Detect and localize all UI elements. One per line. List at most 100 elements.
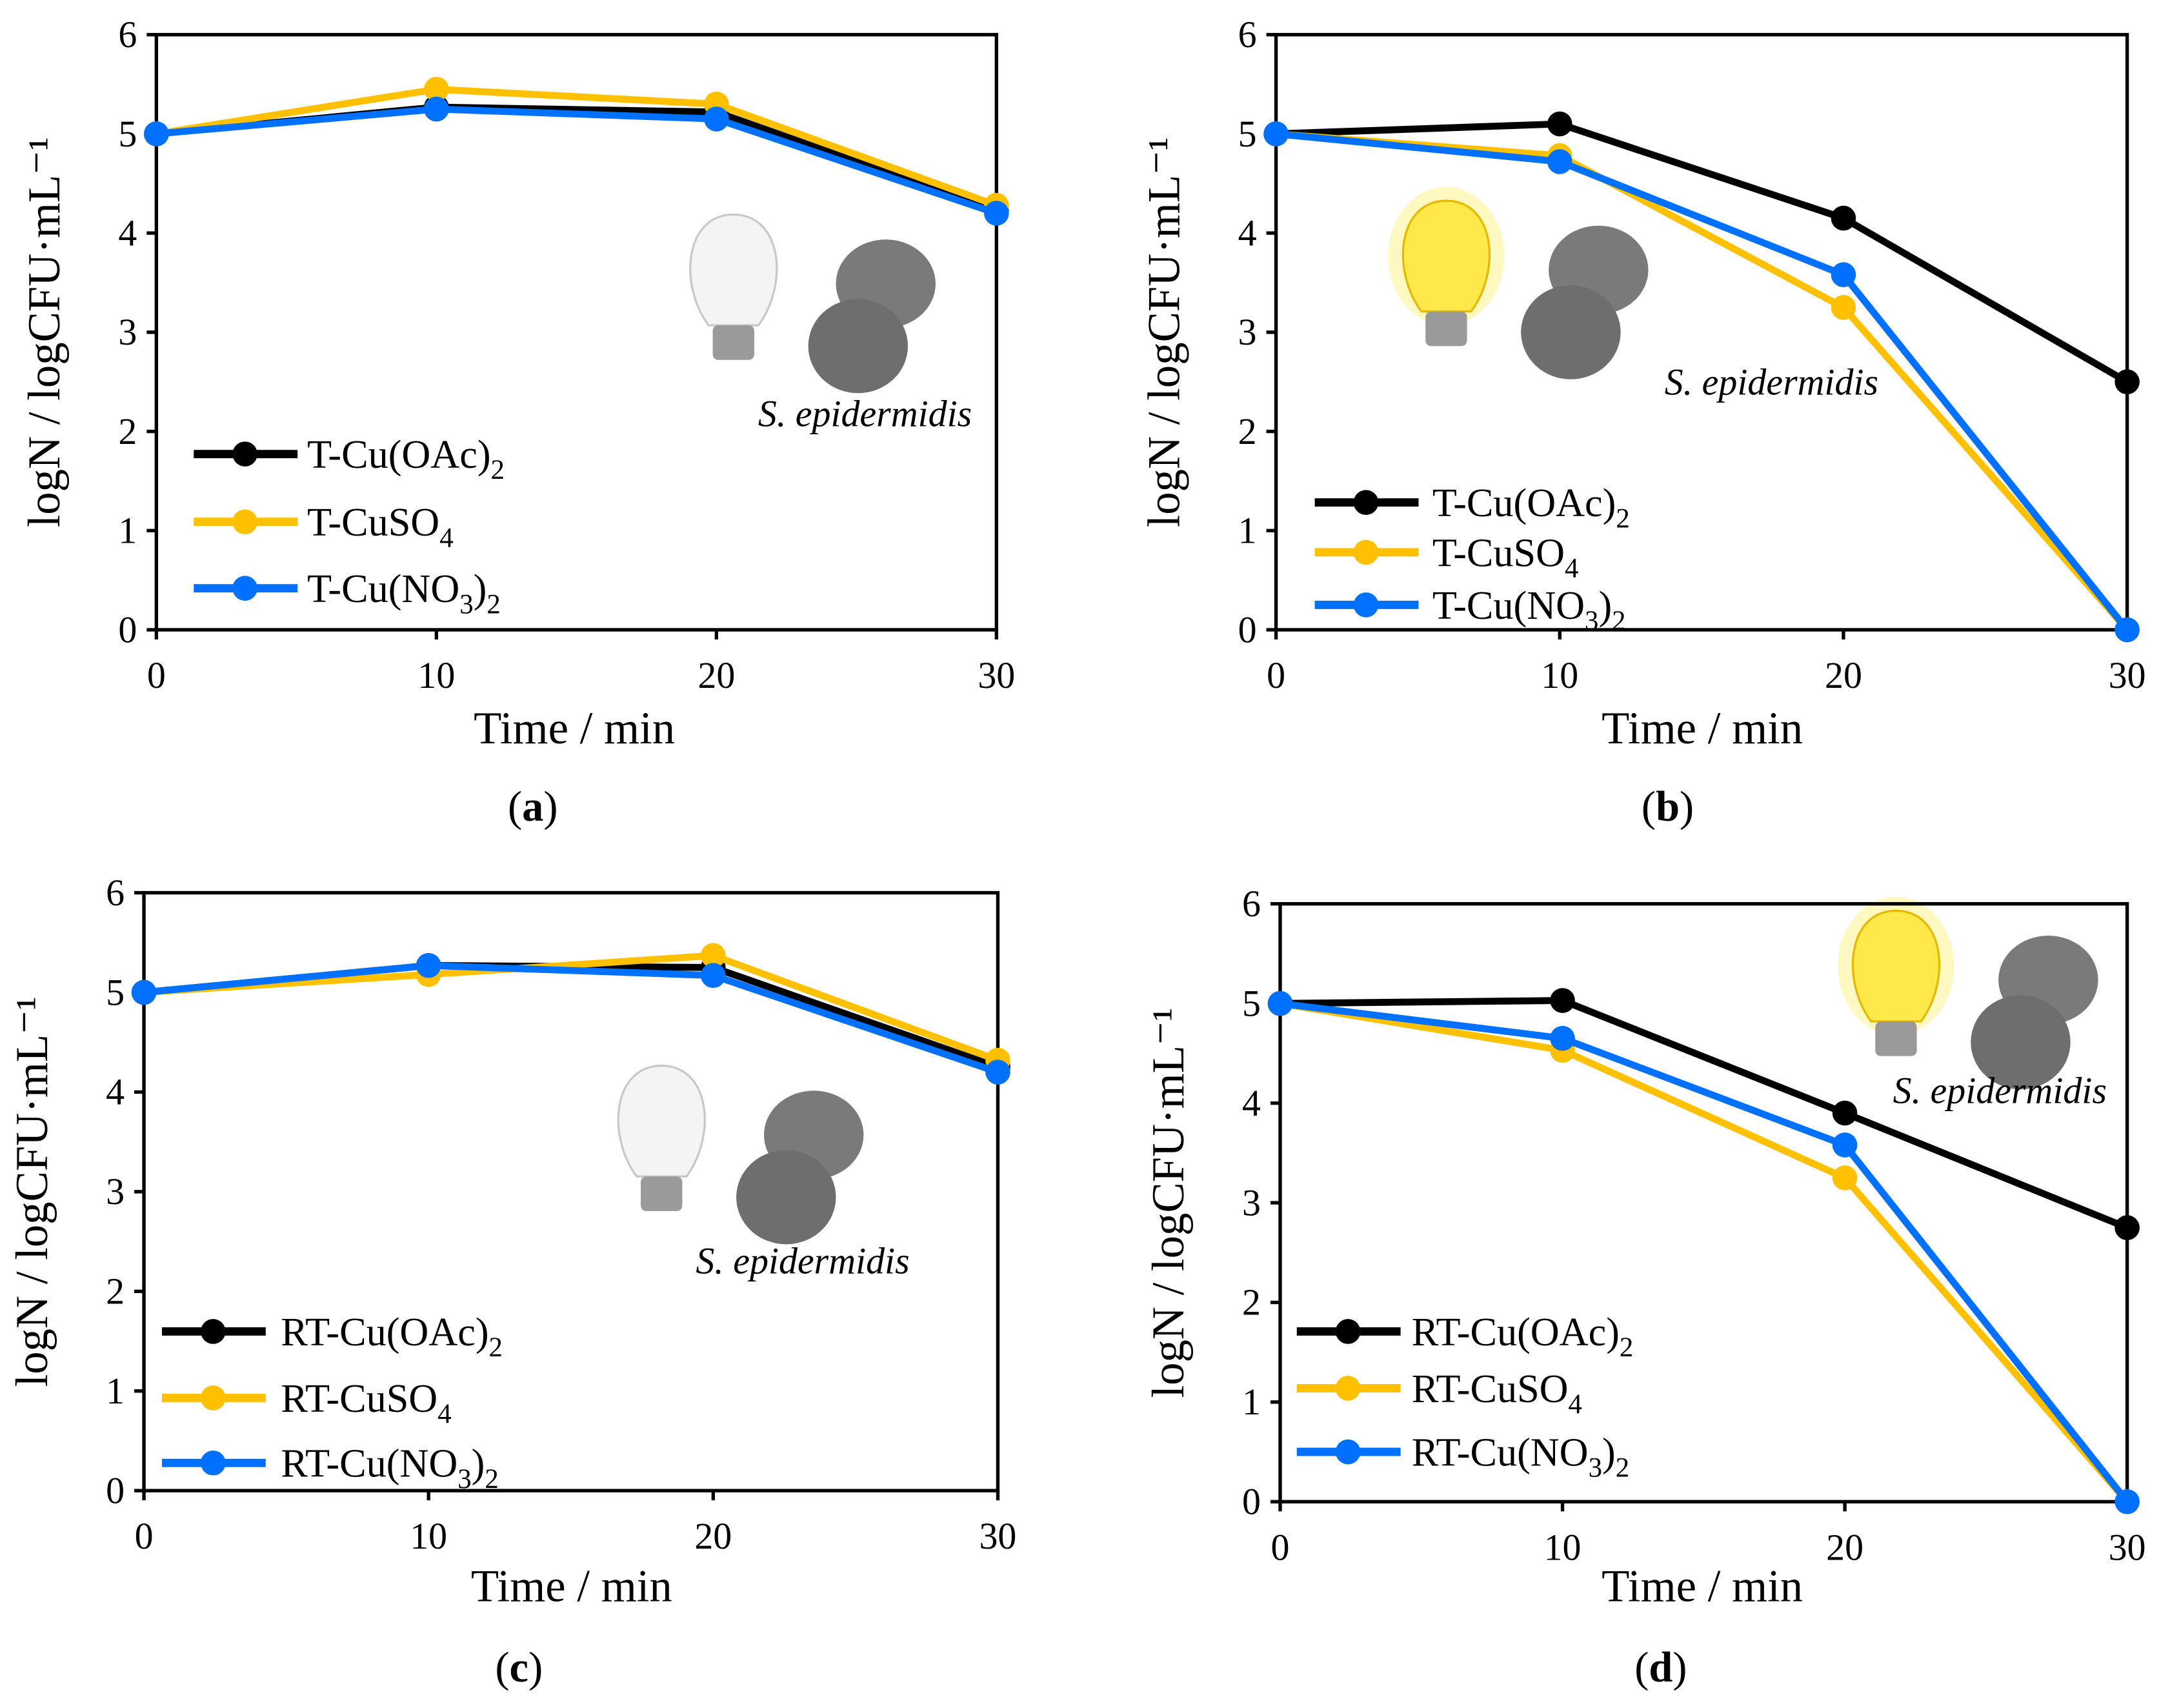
legend-subscript: 2 (489, 1332, 503, 1363)
panel-caption: (c) (495, 1644, 543, 1691)
bulb-base-icon (1425, 311, 1467, 347)
organism-annotation: S. epidermidis (1893, 1070, 2107, 1112)
data-point-RT-Cu(NO3)2 (701, 963, 726, 989)
legend-subscript: 2 (485, 1464, 498, 1494)
bacteria-cell-icon (1521, 285, 1621, 379)
legend-subscript: 2 (491, 455, 505, 485)
legend-subscript: 4 (1569, 1389, 1582, 1420)
bulb-base-icon (1875, 1021, 1917, 1056)
legend-item: RT-Cu(NO3)2 (1296, 1431, 1629, 1483)
legend-text: RT-Cu(NO (281, 1442, 457, 1486)
y-tick-label: 4 (118, 212, 137, 254)
y-tick-label: 1 (1242, 1381, 1261, 1423)
caption-paren: ) (1672, 1644, 1687, 1691)
y-tick-label: 6 (118, 14, 137, 55)
legend-subscript: 2 (487, 589, 500, 619)
data-point-T-Cu(NO3)2 (424, 96, 449, 122)
legend-subscript: 3 (457, 1464, 471, 1494)
legend-item: T-CuSO4 (1314, 531, 1579, 584)
legend-text: T-Cu(NO (1432, 584, 1585, 628)
data-point-T-Cu(OAc)2 (2114, 369, 2140, 395)
legend-subscript: 2 (1620, 1332, 1633, 1363)
data-point-T-Cu(OAc)2 (1831, 205, 1856, 231)
legend-text: T-CuSO (307, 501, 439, 545)
legend-label: RT-Cu(NO3)2 (1412, 1431, 1629, 1483)
light-bulb-icon (689, 213, 778, 327)
panel-caption: (a) (508, 783, 558, 830)
series-line-RT-CuSO4 (143, 952, 999, 1064)
legend-text: T-Cu(OAc) (1432, 481, 1616, 525)
legend-text: RT-Cu(NO (1412, 1431, 1589, 1475)
y-tick-label: 2 (1242, 1281, 1261, 1323)
data-point-RT-CuSO4 (1832, 1165, 1858, 1191)
y-tick-label: 3 (1238, 311, 1257, 353)
legend-marker (1335, 1319, 1361, 1344)
organism-annotation: S. epidermidis (696, 1240, 909, 1281)
series-line-T-Cu(NO3)2 (156, 105, 998, 217)
series-line-RT-Cu(NO3)2 (143, 961, 999, 1076)
caption-paren: ) (528, 1644, 543, 1691)
y-tick-label: 6 (1238, 14, 1257, 55)
legend-subscript: 2 (1616, 503, 1629, 534)
panel-letter: c (510, 1644, 529, 1691)
y-tick-label: 5 (118, 113, 137, 155)
x-tick-label: 10 (417, 654, 455, 696)
caption-paren: ( (1642, 783, 1656, 830)
x-tick-label: 10 (1541, 654, 1578, 696)
legend-marker (232, 576, 257, 601)
legend-text: ) (474, 567, 487, 611)
legend-item: RT-Cu(OAc)2 (1296, 1311, 1633, 1363)
data-point-RT-Cu(NO3)2 (1550, 1025, 1575, 1051)
legend-label: T-Cu(OAc)2 (1432, 481, 1630, 534)
legend-item: RT-Cu(NO3)2 (161, 1442, 499, 1494)
legend-subscript: 4 (437, 1399, 451, 1429)
organism-annotation: S. epidermidis (1665, 361, 1878, 403)
caption-paren: ) (1680, 783, 1694, 830)
legend-text: ) (472, 1442, 485, 1486)
x-tick-label: 30 (2109, 1526, 2146, 1568)
data-point-T-CuSO4 (1831, 295, 1856, 320)
caption-paren: ( (508, 783, 522, 830)
y-tick-label: 0 (106, 1469, 125, 1511)
x-tick-label: 30 (978, 654, 1015, 696)
panel-letter: a (522, 783, 543, 830)
y-tick-label: 2 (1238, 410, 1257, 452)
legend-item: T-CuSO4 (194, 501, 454, 553)
x-tick-label: 10 (410, 1515, 447, 1557)
illustration (617, 1065, 864, 1245)
x-tick-label: 20 (698, 654, 735, 696)
x-tick-label: 30 (2109, 654, 2146, 696)
bacteria-cell-icon (736, 1150, 836, 1245)
x-tick-label: 0 (1271, 1526, 1290, 1568)
legend-text: T-CuSO (1432, 531, 1565, 575)
legend-label: RT-CuSO4 (281, 1377, 451, 1429)
series-line-T-CuSO4 (156, 85, 998, 209)
legend-marker (1353, 592, 1379, 618)
legend-text: ) (1598, 584, 1612, 628)
y-tick-label: 3 (118, 311, 137, 353)
x-axis-label: Time / min (474, 703, 675, 754)
y-tick-label: 0 (1242, 1481, 1261, 1523)
legend-item: T-Cu(OAc)2 (1314, 481, 1630, 534)
x-tick-label: 30 (979, 1515, 1016, 1557)
data-point-RT-Cu(NO3)2 (1832, 1132, 1858, 1158)
legend-subscript: 3 (1589, 1453, 1602, 1483)
series-line-RT-Cu(NO3)2 (1280, 1000, 2130, 1504)
legend-label: T-CuSO4 (1432, 531, 1579, 583)
y-tick-label: 4 (1238, 212, 1257, 254)
legend-subscript: 3 (459, 589, 473, 619)
legend-item: RT-CuSO4 (1296, 1367, 1582, 1420)
y-tick-label: 6 (1242, 883, 1261, 925)
data-point-T-Cu(NO3)2 (2114, 617, 2140, 643)
x-axis-label: Time / min (471, 1562, 672, 1612)
x-tick-label: 20 (694, 1515, 732, 1557)
data-point-T-Cu(NO3)2 (1547, 149, 1572, 174)
x-tick-label: 20 (1826, 1526, 1863, 1568)
y-axis-label: logN / logCFU·mL⁻¹ (19, 137, 70, 527)
legend-subscript: 4 (1565, 554, 1578, 584)
y-tick-label: 0 (118, 608, 137, 650)
legend-text: RT-Cu(OAc) (281, 1311, 488, 1354)
